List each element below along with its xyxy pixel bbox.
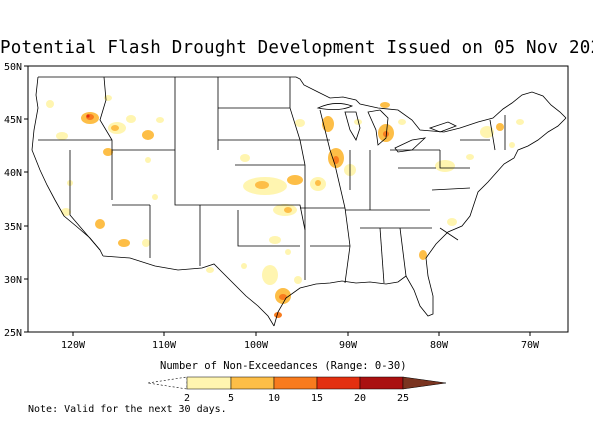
legend-tick-10: 10	[268, 393, 280, 404]
legend-tick-25: 25	[397, 393, 409, 404]
lat-label-45n: 45N	[4, 115, 22, 126]
lon-label-110w: 110W	[152, 340, 177, 351]
lon-label-120w: 120W	[61, 340, 86, 351]
legend-swatch-1	[186, 376, 232, 390]
map-frame	[27, 65, 569, 333]
map-title: Potential Flash Drought Development Issu…	[0, 38, 593, 58]
legend-tick-2: 2	[184, 393, 190, 404]
legend-tick-5: 5	[228, 393, 234, 404]
legend-ticks: 2 5 10 15 20 25	[184, 393, 409, 404]
lon-label-80w: 80W	[430, 340, 449, 351]
legend-swatch-0	[147, 376, 188, 390]
lon-label-70w: 70W	[521, 340, 540, 351]
lat-label-30n: 30N	[4, 275, 22, 286]
lat-label-25n: 25N	[4, 328, 22, 339]
latitude-axis: 50N 45N 40N 35N 30N 25N	[4, 62, 28, 339]
lon-label-90w: 90W	[339, 340, 358, 351]
legend-swatch-2	[230, 376, 275, 390]
us-boundaries	[31, 76, 567, 327]
validity-note: Note: Valid for the next 30 days.	[28, 404, 227, 415]
legend-colorbar	[147, 376, 447, 390]
lat-label-40n: 40N	[4, 168, 22, 179]
legend-swatch-3	[273, 376, 318, 390]
lat-label-50n: 50N	[4, 62, 22, 73]
legend-tick-15: 15	[311, 393, 323, 404]
shaded-areas	[46, 95, 524, 318]
legend-swatch-5	[359, 376, 404, 390]
lon-label-100w: 100W	[244, 340, 269, 351]
legend-swatch-6	[402, 376, 447, 390]
longitude-axis: 120W 110W 100W 90W 80W 70W	[61, 332, 540, 351]
legend-title: Number of Non-Exceedances (Range: 0-30)	[160, 360, 407, 372]
lat-label-35n: 35N	[4, 222, 22, 233]
legend-tick-20: 20	[354, 393, 366, 404]
legend-swatch-4	[316, 376, 361, 390]
